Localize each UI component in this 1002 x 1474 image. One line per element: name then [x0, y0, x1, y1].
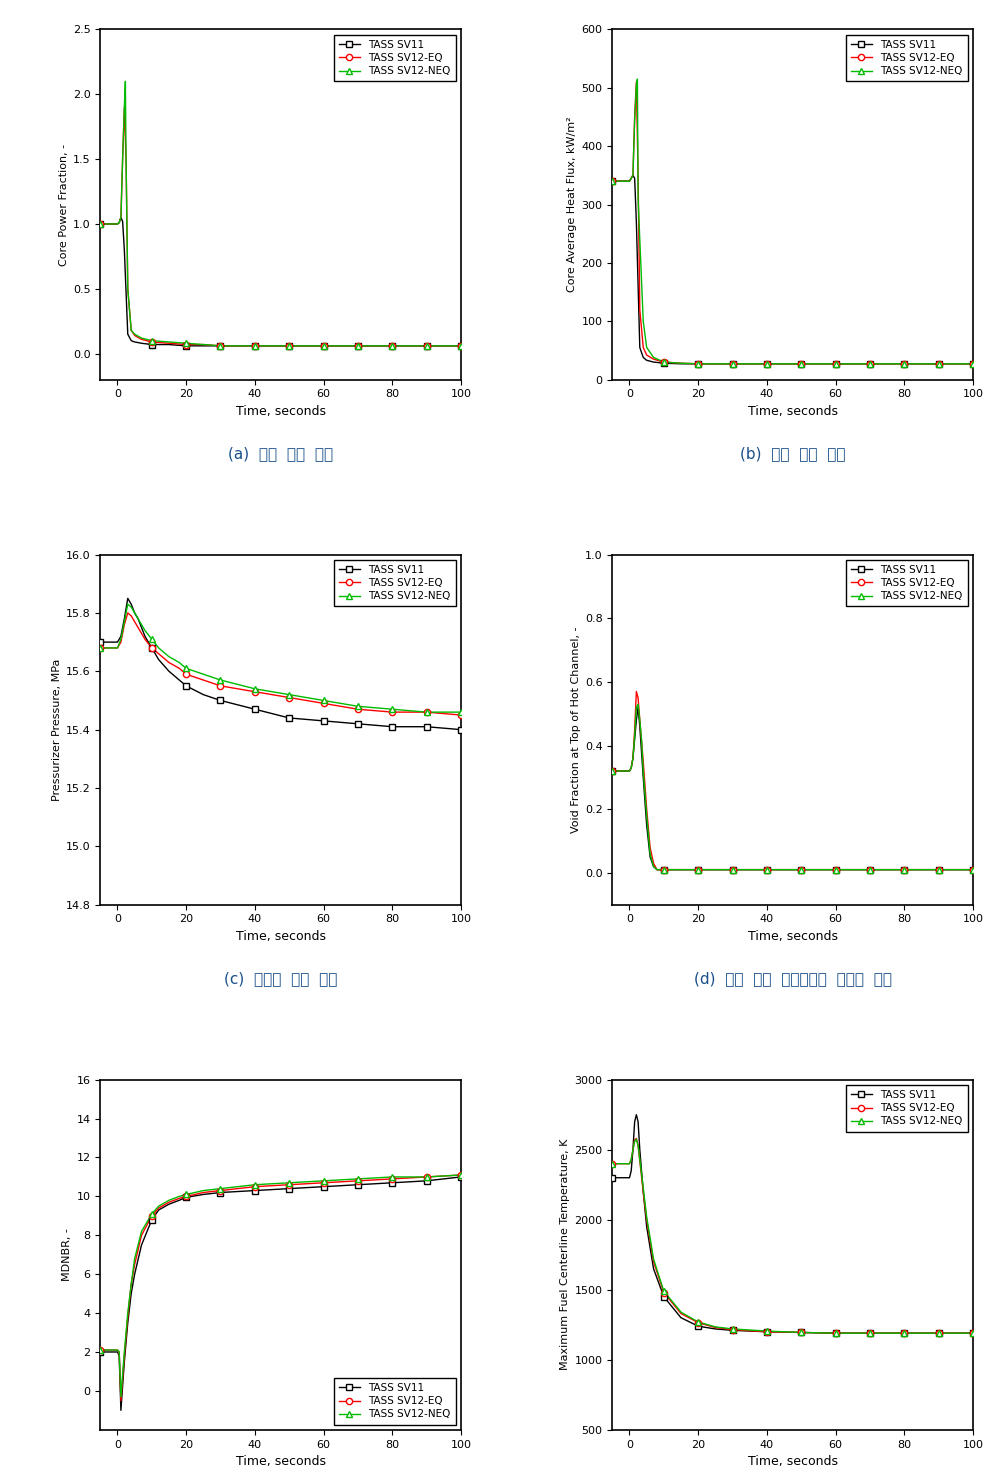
Legend: TASS SV11, TASS SV12-EQ, TASS SV12-NEQ: TASS SV11, TASS SV12-EQ, TASS SV12-NEQ — [845, 35, 967, 81]
Text: (d)  고온  채널  최상단에서  기공률  변화: (d) 고온 채널 최상단에서 기공률 변화 — [693, 971, 891, 986]
X-axis label: Time, seconds: Time, seconds — [746, 930, 837, 943]
Legend: TASS SV11, TASS SV12-EQ, TASS SV12-NEQ: TASS SV11, TASS SV12-EQ, TASS SV12-NEQ — [845, 560, 967, 606]
Y-axis label: Maximum Fuel Centerline Temperature, K: Maximum Fuel Centerline Temperature, K — [560, 1139, 570, 1371]
X-axis label: Time, seconds: Time, seconds — [235, 1455, 326, 1468]
Legend: TASS SV11, TASS SV12-EQ, TASS SV12-NEQ: TASS SV11, TASS SV12-EQ, TASS SV12-NEQ — [334, 1378, 455, 1424]
Y-axis label: MDNBR, -: MDNBR, - — [62, 1228, 72, 1281]
X-axis label: Time, seconds: Time, seconds — [746, 405, 837, 417]
X-axis label: Time, seconds: Time, seconds — [746, 1455, 837, 1468]
Y-axis label: Core Average Heat Flux, kW/m²: Core Average Heat Flux, kW/m² — [567, 116, 577, 292]
X-axis label: Time, seconds: Time, seconds — [235, 405, 326, 417]
Y-axis label: Core Power Fraction, -: Core Power Fraction, - — [58, 143, 68, 265]
Text: (b)  평균  열속  변화: (b) 평균 열속 변화 — [739, 447, 845, 461]
Legend: TASS SV11, TASS SV12-EQ, TASS SV12-NEQ: TASS SV11, TASS SV12-EQ, TASS SV12-NEQ — [845, 1085, 967, 1132]
Legend: TASS SV11, TASS SV12-EQ, TASS SV12-NEQ: TASS SV11, TASS SV12-EQ, TASS SV12-NEQ — [334, 560, 455, 606]
Y-axis label: Pressurizer Pressure, MPa: Pressurizer Pressure, MPa — [51, 659, 61, 800]
X-axis label: Time, seconds: Time, seconds — [235, 930, 326, 943]
Text: (a)  노심  출력  변화: (a) 노심 출력 변화 — [227, 447, 333, 461]
Y-axis label: Void Fraction at Top of Hot Channel, -: Void Fraction at Top of Hot Channel, - — [570, 626, 580, 833]
Text: (c)  가압기  압력  변화: (c) 가압기 압력 변화 — [223, 971, 337, 986]
Legend: TASS SV11, TASS SV12-EQ, TASS SV12-NEQ: TASS SV11, TASS SV12-EQ, TASS SV12-NEQ — [334, 35, 455, 81]
